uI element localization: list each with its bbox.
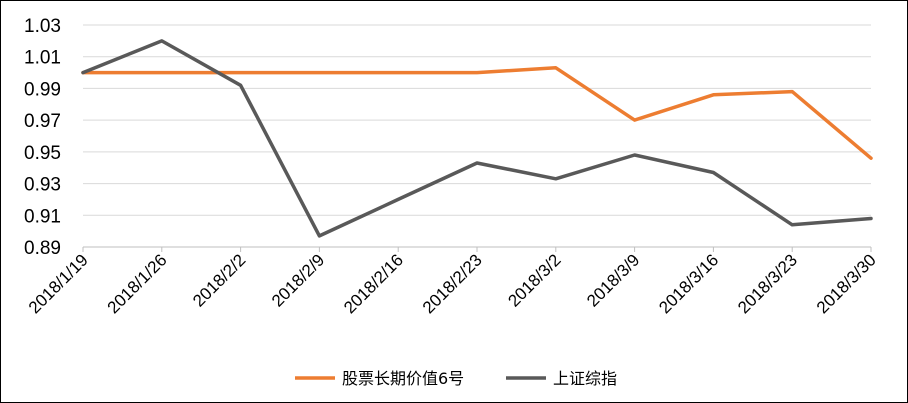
series-line-2 [81,39,873,238]
x-tick-label: 2018/2/9 [268,250,328,310]
y-tick-label: 0.89 [24,238,61,259]
y-tick-label: 0.99 [24,79,61,100]
legend-label-series-2: 上证综指 [553,369,617,388]
x-tick-label: 2018/2/23 [419,250,486,317]
gridlines [83,24,871,216]
axes [82,246,872,252]
x-tick-label: 2018/1/19 [25,250,92,317]
x-tick-label: 2018/3/30 [813,250,880,317]
x-tick-label: 2018/2/2 [189,250,249,310]
y-tick-label: 0.91 [24,206,61,227]
series-lines [81,39,873,238]
x-tick-label: 2018/3/2 [504,250,564,310]
y-tick-label: 0.95 [24,143,61,164]
y-tick-labels: 1.03 1.01 0.99 0.97 0.95 0.93 0.91 0.89 [24,16,61,259]
series-line-1 [81,66,873,160]
x-tick-label: 2018/3/23 [734,250,801,317]
x-tick-label: 2018/2/16 [340,250,407,317]
x-tick-label: 2018/1/26 [104,250,171,317]
x-tick-label: 2018/3/9 [583,250,643,310]
y-tick-label: 0.97 [24,111,61,132]
y-tick-label: 1.01 [24,48,61,69]
y-tick-label: 1.03 [24,16,61,37]
x-tick-label: 2018/3/16 [655,250,722,317]
x-tick-labels: 2018/1/19 2018/1/26 2018/2/2 2018/2/9 2018/2… [25,250,880,317]
y-tick-label: 0.93 [24,175,61,196]
legend-label-series-1: 股票长期价值6号 [342,369,464,388]
legend: 股票长期价值6号 上证综指 [295,369,617,388]
